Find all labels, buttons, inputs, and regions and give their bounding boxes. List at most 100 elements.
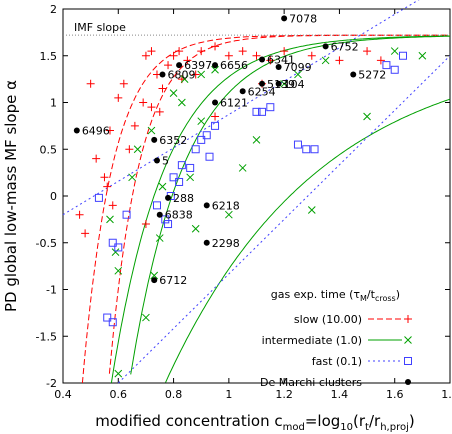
fast-point [114,243,123,252]
intermediate-point [211,65,219,74]
intermediate-point [321,56,330,65]
cluster-label: 288 [173,192,194,205]
cluster-label: 7099 [284,61,312,74]
cluster-point [239,88,246,95]
fast-point [177,161,186,170]
slow-point [75,210,84,219]
intermediate-point [252,136,261,144]
points-group [73,15,427,378]
cluster-point [165,194,172,201]
cluster-point [203,239,210,246]
cluster-point [350,71,357,78]
intermediate-point [128,173,136,182]
slow-point [224,51,233,60]
slow-point [280,47,289,56]
cluster-label: 6809 [168,68,196,81]
legend-entry-marker [405,379,411,385]
fast-point [266,103,275,112]
fast-point [399,51,408,60]
fast-point [202,131,211,140]
intermediate-point [106,215,114,224]
legend-entry-label: slow (10.00) [294,313,362,326]
cluster-label: 5 [162,154,169,167]
cluster-label: 5139 [267,78,295,91]
tick-group: 0.4 0.6 0.8 1 1.2 1.4 1.6 1.8 -2 -1.5 -1 -0.5 0 0.5 1 1… [36,3,452,401]
slow-point [307,51,316,60]
cluster-point [212,62,219,69]
intermediate-point [111,248,120,256]
intermediate-point [169,89,178,98]
y-tick-label: 1 [50,97,57,110]
intermediate-point [186,173,195,182]
slow-point [147,47,156,56]
legend-entry-marker [404,315,412,323]
slow-point [130,121,139,130]
legend-entry-label: fast (0.1) [312,355,362,368]
intermediate-point [307,206,316,214]
slow-point [335,56,344,65]
x-tick-label: 1.6 [386,388,404,401]
fast-point [252,107,261,116]
cluster-label: 6838 [165,209,193,222]
cluster-point [322,43,329,50]
slow-point [158,84,167,93]
cluster-label: 6397 [184,59,212,72]
fast-point [211,121,220,130]
cluster-label: 6496 [82,125,110,138]
cluster-label: 5272 [358,68,386,81]
cluster-label: 6752 [331,40,359,53]
slow-point [92,154,101,163]
cluster-label: 6656 [220,59,248,72]
cluster-point [159,71,166,78]
slow-point [175,47,184,56]
cluster-label: 6352 [159,134,187,147]
y-tick-label: 2 [50,3,57,16]
cluster-point [153,157,160,164]
intermediate-point [363,112,371,121]
intermediate-point [155,234,164,242]
slow-point [114,93,123,102]
fast-point [122,210,131,219]
intermediate-point [133,145,142,154]
intermediate-fit-curve [130,35,451,375]
intermediate-point [150,271,159,280]
y-tick-label: 1.5 [40,50,58,63]
cluster-point [212,99,219,106]
cluster-point [151,136,158,143]
intermediate-point [294,70,302,79]
fast-point [205,152,214,161]
fast-point [94,193,103,202]
fast-point [175,177,184,186]
intermediate-point [280,79,288,88]
fast-point [108,238,117,247]
intermediate-point [142,313,150,322]
y-tick-label: 0.5 [40,143,58,156]
cluster-label: 6254 [248,85,276,98]
intermediate-point [197,117,206,126]
fast-point [293,140,302,149]
slow-point [81,229,90,238]
slow-point [252,51,261,60]
intermediate-point [114,266,123,275]
cluster-label: 104 [284,78,305,91]
x-tick-label: 1.4 [331,388,349,401]
slow-point [266,56,275,65]
cluster-point [176,62,183,69]
fast-point [258,107,267,116]
cluster-point [275,63,282,70]
cluster-point [259,56,266,63]
fast-point [103,313,112,322]
slow-point [197,47,206,56]
cluster-point [73,127,80,134]
slow-point [100,173,109,182]
cluster-label: 6218 [212,199,240,212]
fast-fit-line [62,0,420,216]
slow-point [119,79,128,88]
x-axis-title: modified concentration cmod=log10(rt/rh,… [95,412,414,433]
cluster-label: 7078 [289,12,317,25]
slow-point [155,107,164,116]
slow-point [211,112,220,121]
slow-point [139,98,148,107]
